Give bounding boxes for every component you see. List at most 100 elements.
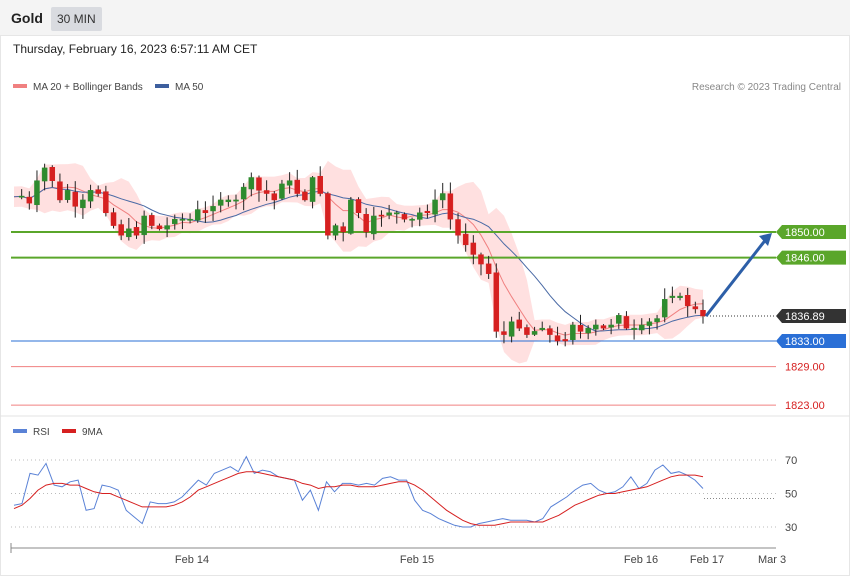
- candle-up: [646, 321, 653, 326]
- projection-arrow: [704, 233, 772, 317]
- candle-up: [439, 193, 446, 201]
- candle-down: [485, 263, 492, 274]
- candle-up: [217, 199, 224, 206]
- rsi-tick-30: 30: [785, 522, 797, 534]
- candle-up: [631, 327, 637, 330]
- support-label-1829-00: 1829.00: [785, 362, 825, 374]
- candle-down: [110, 212, 117, 226]
- current-price-label: 1836.89: [785, 311, 825, 323]
- candle-down: [325, 193, 331, 236]
- candle-up: [348, 199, 354, 234]
- ma20-legend-swatch: [13, 84, 27, 88]
- rsi-ma-line: [13, 471, 704, 526]
- candle-down: [424, 210, 431, 214]
- chart-timestamp: Thursday, February 16, 2023 6:57:11 AM C…: [13, 42, 258, 56]
- candle-down: [684, 295, 691, 306]
- candle-up: [309, 177, 316, 202]
- candle-down: [49, 167, 56, 181]
- rsi-tick-70: 70: [785, 455, 797, 467]
- candle-down: [623, 316, 630, 329]
- candle-up: [371, 215, 377, 235]
- projection-arrow-shaft: [704, 237, 769, 317]
- candle-down: [470, 242, 477, 255]
- rsi-line: [13, 455, 704, 528]
- candle-up: [80, 199, 86, 209]
- rsi-tick-50: 50: [785, 489, 797, 501]
- candle-down: [256, 177, 262, 191]
- candle-up: [194, 209, 201, 221]
- rsi-legend-swatch: [13, 429, 27, 433]
- bollinger-band-area: [14, 160, 703, 364]
- support-label-1823-00: 1823.00: [785, 400, 825, 412]
- time-tick-feb-16: Feb 16: [624, 554, 658, 566]
- candle-up: [172, 218, 178, 225]
- candle-down: [378, 214, 385, 217]
- candle-down: [149, 215, 155, 226]
- candle-down: [302, 192, 308, 201]
- current-price-tag: [776, 309, 846, 324]
- candle-down: [455, 219, 461, 236]
- candle-up: [164, 225, 170, 230]
- candle-down: [26, 196, 33, 204]
- ma50-legend-label: MA 50: [175, 82, 204, 93]
- candle-down: [317, 175, 323, 194]
- candle-up: [41, 167, 48, 182]
- candle-up: [432, 199, 438, 215]
- resistance-label-1850-00: 1850.00: [785, 227, 825, 239]
- candle-down: [462, 233, 469, 246]
- candle-down: [562, 339, 568, 342]
- time-tick-feb-15: Feb 15: [400, 554, 434, 566]
- candle-up: [654, 318, 660, 323]
- candle-up: [179, 218, 186, 221]
- candle-up: [248, 177, 255, 190]
- price-levels: 1850.00 1846.00 1836.89 1833.00 1829.00 1823.…: [11, 225, 846, 412]
- pivot-label-1833-00: 1833.00: [785, 336, 825, 348]
- candle-up: [332, 225, 339, 236]
- candle-up: [416, 212, 423, 220]
- candle-up: [677, 295, 683, 298]
- candle-up: [608, 324, 614, 328]
- rsi-ma-legend-swatch: [62, 429, 76, 433]
- candle-up: [386, 212, 392, 216]
- rsi-legend-label: RSI: [33, 427, 50, 438]
- bollinger-band: [14, 160, 703, 364]
- chart-header: Gold 30 MIN: [0, 0, 850, 36]
- rsi-ma-legend-label: 9MA: [82, 427, 103, 438]
- candle-down: [547, 328, 553, 335]
- resistance-tag-1846-00: [776, 250, 846, 265]
- candle-up: [233, 199, 239, 202]
- candle-down: [355, 199, 362, 214]
- candle-down: [478, 254, 484, 265]
- candle-up: [593, 324, 599, 330]
- candle-up: [126, 228, 132, 238]
- candle-down: [363, 214, 369, 233]
- time-tick-feb-14: Feb 14: [175, 554, 209, 566]
- candle-up: [661, 299, 668, 318]
- candle-up: [210, 206, 216, 212]
- candle-down: [340, 226, 346, 233]
- timeframe-button[interactable]: 30 MIN: [51, 7, 102, 31]
- candle-up: [141, 215, 147, 236]
- candle-up: [240, 186, 247, 200]
- candlesticks: [18, 163, 706, 347]
- resistance-label-1846-00: 1846.00: [785, 253, 825, 265]
- candle-up: [508, 321, 515, 337]
- candle-down: [554, 335, 561, 342]
- ma20-legend-label: MA 20 + Bollinger Bands: [33, 82, 143, 93]
- candle-up: [187, 218, 193, 221]
- candle-up: [616, 315, 622, 324]
- candle-up: [286, 180, 293, 186]
- time-tick-feb-17: Feb 17: [690, 554, 724, 566]
- candle-up: [531, 331, 538, 335]
- candle-down: [118, 224, 124, 236]
- candle-up: [87, 190, 94, 202]
- candle-down: [156, 225, 163, 230]
- candle-down: [271, 193, 278, 201]
- time-axis: Feb 14 Feb 15 Feb 16 Feb 17 Mar 3: [10, 543, 786, 566]
- candle-down: [447, 193, 454, 220]
- pivot-tag-1833-00: [776, 334, 846, 348]
- credit-text: Research © 2023 Trading Central: [692, 82, 841, 93]
- candle-up: [279, 183, 285, 199]
- candle-up: [639, 324, 645, 331]
